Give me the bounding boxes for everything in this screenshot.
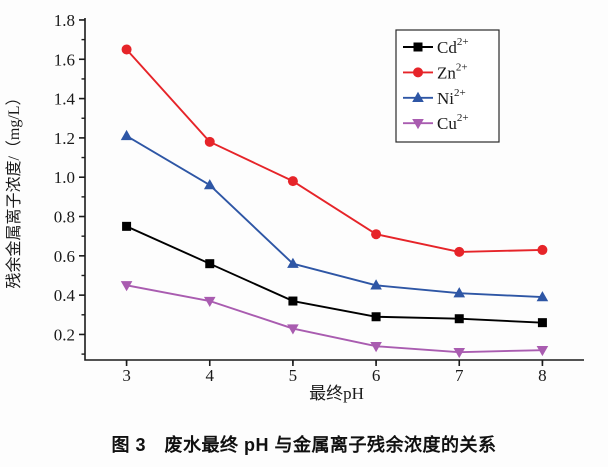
data-point [537, 318, 547, 328]
data-point [203, 296, 216, 308]
legend: Cd2+ Zn2+ Ni2+ Cu2+ [395, 29, 500, 143]
x-axis-title: 最终pH [309, 384, 364, 403]
data-point [537, 244, 548, 255]
y-tick-label: 1.0 [54, 168, 75, 187]
data-point [536, 345, 549, 357]
y-tick-label: 1.6 [54, 50, 75, 69]
y-tick-label: 0.8 [54, 208, 75, 227]
series-Cd2+ [122, 221, 547, 328]
series-Ni2+ [120, 129, 549, 302]
data-point [203, 179, 216, 190]
data-point [287, 257, 299, 268]
y-tick-label: 0.6 [54, 247, 75, 266]
series-line [126, 135, 543, 299]
y-tick-label: 1.8 [54, 11, 75, 30]
data-point [204, 136, 215, 147]
data-point [454, 246, 465, 257]
data-point [370, 279, 382, 290]
data-point [370, 342, 382, 353]
data-point [453, 287, 466, 298]
x-tick-label: 3 [122, 366, 131, 385]
series-line [126, 284, 543, 354]
legend-label: Ni2+ [437, 87, 466, 108]
data-point [413, 42, 423, 52]
x-axis: 3 4 5 6 7 8 最终pH [122, 360, 547, 403]
y-axis-title: 残余金属离子浓度/（mg/L） [4, 89, 23, 288]
series-line [126, 225, 543, 324]
data-point [120, 281, 133, 292]
data-point [371, 229, 382, 240]
axis-spines [84, 18, 584, 361]
legend-label: Cu2+ [437, 112, 469, 133]
data-point [412, 119, 424, 130]
x-tick-label: 4 [206, 366, 215, 385]
data-point [412, 91, 424, 102]
series-Zn2+ [121, 44, 548, 257]
legend-item-Cd2+: Cd2+ [403, 36, 469, 57]
series-Cu2+ [120, 281, 549, 359]
y-axis: 0.2 0.4 0.6 0.8 1.0 1.2 1.4 1.6 1.8 残余金属离子浓度/（mg/… [4, 11, 85, 355]
data-point [453, 347, 466, 359]
x-tick-label: 8 [538, 366, 547, 385]
data-point [205, 259, 215, 269]
data-point [120, 129, 133, 141]
x-tick-label: 6 [372, 366, 381, 385]
legend-item-Ni2+: Ni2+ [403, 87, 466, 108]
plot-axes [84, 18, 584, 361]
data-point [413, 67, 423, 78]
y-tick-label: 1.4 [54, 90, 76, 109]
data-point [122, 221, 132, 231]
data-point [287, 176, 298, 187]
y-tick-label: 1.2 [54, 129, 75, 148]
data-point [121, 44, 132, 55]
data-point [536, 291, 549, 302]
figure-caption: 图 3 废水最终 pH 与金属离子残余浓度的关系 [111, 435, 497, 455]
data-point [288, 296, 298, 306]
x-tick-label: 5 [289, 366, 298, 385]
line-chart: 0.2 0.4 0.6 0.8 1.0 1.2 1.4 1.6 1.8 残余金属离子浓度/（mg/… [4, 11, 584, 403]
x-tick-label: 7 [455, 366, 464, 385]
y-tick-label: 0.4 [54, 286, 76, 305]
legend-label: Cd2+ [437, 36, 469, 57]
y-tick-label: 0.2 [54, 325, 75, 344]
series-line [125, 48, 543, 253]
data-point [287, 324, 299, 335]
legend-label: Zn2+ [437, 61, 468, 82]
data-point [371, 312, 381, 322]
data-point [454, 314, 464, 324]
legend-item-Cu2+: Cu2+ [403, 112, 469, 133]
legend-item-Zn2+: Zn2+ [403, 61, 468, 82]
